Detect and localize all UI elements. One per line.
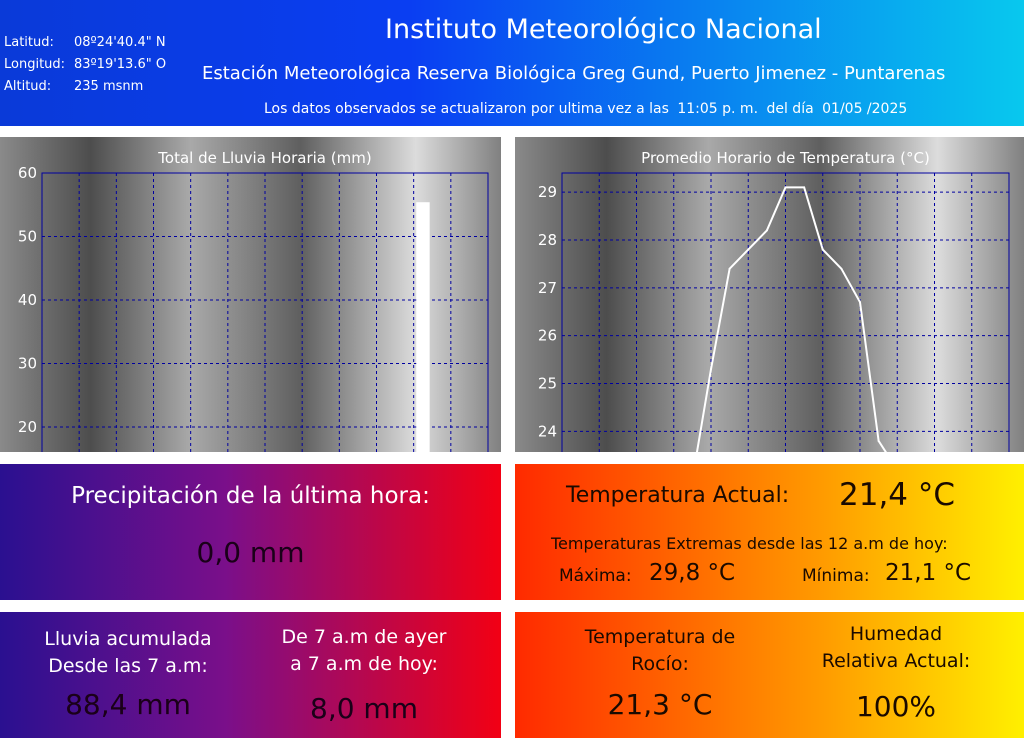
y-tick-label: 60 [18,164,37,182]
longitude-label: Longitud: [4,57,66,72]
y-tick-label: 26 [538,327,557,345]
dew-label-line1: Temperatura de [584,626,736,648]
rain-24h-value: 8,0 mm [310,692,418,725]
dew-label: Temperatura de Rocío: [545,624,775,678]
temp-extremes-label: Temperaturas Extremas desde las 12 a.m d… [551,534,948,553]
rain-24h-label: De 7 a.m de ayer a 7 a.m de hoy: [236,624,492,678]
rain-accum-panel: Lluvia acumulada Desde las 7 a.m: 88,4 m… [0,612,501,738]
temperature-point [840,267,843,270]
altitude-label: Altitud: [4,79,52,94]
rain-accum-value: 88,4 mm [65,688,191,721]
temp-max-value: 29,8 °C [649,560,736,586]
temperature-panel: Temperatura Actual: 21,4 °C Temperaturas… [515,464,1024,600]
y-tick-label: 40 [18,291,37,309]
latitude-value: 08º24'40.4" N [74,35,166,50]
temperature-point [784,186,787,189]
rain-chart-panel: Total de Lluvia Horaria (mm)010203040506… [0,137,501,452]
header-banner: Latitud: 08º24'40.4" N Longitud: 83º19'13.… [0,0,1024,126]
temp-min-label: Mínima: [802,566,870,586]
temperature-point [765,229,768,232]
y-tick-label: 24 [538,422,557,440]
page-title: Instituto Meteorológico Nacional [385,14,822,45]
chart-title: Promedio Horario de Temperatura (°C) [641,149,930,167]
y-tick-label: 50 [18,228,37,246]
temperature-point [728,267,731,270]
dew-value: 21,3 °C [607,688,713,721]
update-text: Los datos observados se actualizaron por… [264,101,669,117]
rain-bar [416,202,430,452]
altitude-value: 235 msnm [74,79,144,94]
precip-label: Precipitación de la última hora: [71,483,430,509]
humidity-label-line2: Relativa Actual: [821,650,971,672]
y-tick-label: 30 [18,355,37,373]
chart-title: Total de Lluvia Horaria (mm) [157,149,371,167]
rain-chart: Total de Lluvia Horaria (mm)010203040506… [18,149,489,452]
temperature-point [710,368,712,371]
y-tick-label: 25 [538,375,557,393]
temperature-point [877,439,880,442]
temperature-point [859,301,861,304]
rain-accum-label-line2: Desde las 7 a.m: [48,655,208,677]
rain-accum-label-line1: Lluvia acumulada [44,628,212,650]
longitude-value: 83º19'13.6" O [74,57,167,72]
temperature-chart: Promedio Horario de Temperatura (°C)2223… [538,149,1010,452]
update-date: 01/05 /2025 [822,101,908,117]
dew-humidity-panel: Temperatura de Rocío: 21,3 °C Humedad Re… [515,612,1024,738]
station-coordinates: Latitud: 08º24'40.4" N Longitud: 83º19'13.… [4,32,166,98]
update-time: 11:05 p. m. [677,101,759,117]
update-notice: Los datos observados se actualizaron por… [264,101,907,117]
rain-accum-label: Lluvia acumulada Desde las 7 a.m: [0,626,256,680]
y-tick-label: 20 [18,418,37,436]
temperature-chart-panel: Promedio Horario de Temperatura (°C)2223… [515,137,1024,452]
y-tick-label: 27 [538,279,557,297]
temperature-point [821,248,824,251]
rain-24h-label-line1: De 7 a.m de ayer [281,626,447,648]
precip-panel: Precipitación de la última hora: 0,0 mm [0,464,501,600]
humidity-label: Humedad Relativa Actual: [781,621,1011,675]
precip-value: 0,0 mm [196,536,305,569]
rain-24h-label-line2: a 7 a.m de hoy: [290,653,438,675]
humidity-value: 100% [855,690,937,723]
temperature-line [695,186,887,452]
temp-max-label: Máxima: [559,566,632,586]
temp-actual-label: Temperatura Actual: [566,483,790,508]
latitude-label: Latitud: [4,35,54,50]
temperature-point [803,186,806,189]
station-name: Estación Meteorológica Reserva Biológica… [202,63,946,84]
temperature-point [747,248,750,251]
humidity-label-line1: Humedad [849,623,943,645]
update-mid: del día [766,101,814,117]
temp-actual-value: 21,4 °C [839,477,956,513]
temp-min-value: 21,1 °C [885,560,972,586]
y-tick-label: 29 [538,183,557,201]
y-tick-label: 28 [538,231,557,249]
dew-label-line2: Rocío: [631,653,689,675]
